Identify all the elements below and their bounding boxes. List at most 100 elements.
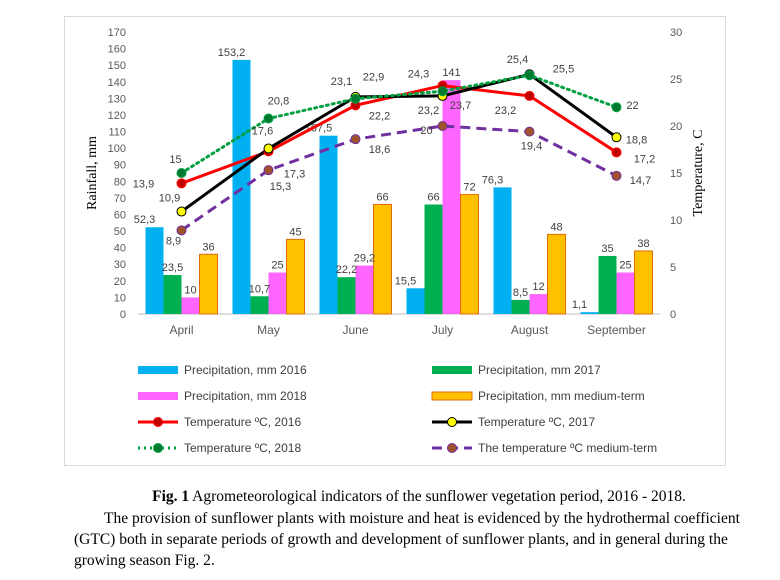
series-line <box>180 124 618 232</box>
bar-data-label: 22,2 <box>336 264 357 276</box>
legend-swatch <box>431 391 473 401</box>
figure-title: Fig. 1 Agrometeorological indicators of … <box>74 486 764 507</box>
y-tick-label: 60 <box>114 209 126 221</box>
bar-data-label: 25 <box>619 260 631 272</box>
bar-data-label: 45 <box>289 226 301 238</box>
y-tick-label: 140 <box>108 77 126 89</box>
bar-data-label: 52,3 <box>134 214 155 226</box>
bar <box>598 255 617 314</box>
series-point <box>524 126 535 137</box>
bar <box>337 277 356 314</box>
series-point <box>611 147 622 158</box>
line-data-label: 23,2 <box>418 105 439 117</box>
y-tick-label: 40 <box>114 243 126 255</box>
series-point <box>176 168 187 178</box>
line-data-label: 25,4 <box>507 54 528 66</box>
bar-data-label: 76,3 <box>482 174 503 186</box>
y-tick-label: 50 <box>114 226 126 238</box>
y-tick-label: 90 <box>114 160 126 172</box>
series-point <box>263 165 274 176</box>
y2-tick-label: 0 <box>670 309 676 321</box>
bar-data-label: 12 <box>532 281 544 293</box>
y-tick-label: 120 <box>108 110 126 122</box>
legend-label: Precipitation, mm 2018 <box>184 389 307 403</box>
figure-label: Fig. 1 <box>152 488 190 505</box>
x-tick-label: May <box>257 323 280 337</box>
bar <box>424 204 443 314</box>
bar-data-label: 25 <box>271 260 283 272</box>
x-tick-label: August <box>511 323 549 337</box>
line-data-label: 22,2 <box>369 110 390 122</box>
x-tick-label: September <box>587 323 646 337</box>
bar-data-label: 23,5 <box>162 262 183 274</box>
bar-data-label: 29,2 <box>354 253 375 265</box>
caption-paragraph: The provision of sunflower plants with m… <box>74 510 740 569</box>
y-tick-label: 10 <box>114 292 126 304</box>
legend-label: Precipitation, mm 2016 <box>184 363 307 377</box>
legend-marker <box>153 417 163 427</box>
line-data-label: 22 <box>626 100 638 112</box>
bar-data-label: 66 <box>427 192 439 204</box>
series-point <box>263 143 274 154</box>
x-tick-label: April <box>169 323 193 337</box>
y2-tick-label: 30 <box>670 27 682 39</box>
legend-label: Precipitation, mm 2017 <box>478 363 601 377</box>
y2-axis-title: Temperature, C <box>691 130 706 217</box>
bar <box>181 297 200 314</box>
series-point <box>611 170 622 181</box>
bar <box>529 294 548 314</box>
y-tick-label: 0 <box>120 309 126 321</box>
bar <box>145 227 164 314</box>
legend-label: Temperature ºC, 2018 <box>184 441 301 455</box>
line-data-label: 22,9 <box>363 72 384 84</box>
bar <box>547 233 566 315</box>
bar <box>493 187 512 314</box>
series-point <box>350 93 361 104</box>
bar <box>442 80 461 314</box>
line-data-label: 18,8 <box>626 134 647 146</box>
line-data-label: 18,6 <box>369 144 390 156</box>
bar-data-label: 38 <box>637 238 649 250</box>
line-data-label: 15 <box>169 154 181 166</box>
legend-swatch <box>138 392 178 400</box>
bar <box>250 296 269 314</box>
bar-data-label: 153,2 <box>218 47 246 59</box>
y-axis-title: Rainfall, mm <box>85 136 100 210</box>
bar-data-label: 141 <box>442 67 460 79</box>
line-data-label: 23,1 <box>331 76 352 88</box>
line-data-label: 20,8 <box>268 95 289 107</box>
chart: 0102030405060708090100110120130140150160… <box>85 27 706 455</box>
y-tick-label: 110 <box>108 127 126 139</box>
line-data-label: 25,5 <box>553 63 574 75</box>
legend-swatch <box>432 366 472 374</box>
bar-data-label: 8,5 <box>513 287 528 299</box>
bar <box>460 194 479 315</box>
bar-data-label: 36 <box>202 241 214 253</box>
line-data-label: 8,9 <box>166 235 181 247</box>
legend-marker <box>447 443 457 453</box>
line-data-label: 17,2 <box>634 153 655 165</box>
series-line <box>180 73 618 175</box>
y-tick-label: 20 <box>114 276 126 288</box>
legend-label: Precipitation, mm medium-term <box>478 389 645 403</box>
line-data-label: 17,6 <box>252 126 273 138</box>
series-point <box>176 225 187 236</box>
legend-label: Temperature ºC, 2016 <box>184 415 301 429</box>
series-point <box>437 86 448 97</box>
bar <box>406 288 425 314</box>
legend-label: The temperature ºC medium-term <box>478 441 657 455</box>
figure-title-text: Agrometeorological indicators of the sun… <box>189 488 686 505</box>
bar-data-label: 48 <box>550 221 562 233</box>
y-tick-label: 160 <box>108 44 126 56</box>
y-tick-label: 130 <box>108 93 126 105</box>
x-tick-label: July <box>432 323 453 337</box>
legend-swatch <box>138 366 178 374</box>
legend-label: Temperature ºC, 2017 <box>478 415 595 429</box>
bar-data-label: 10 <box>184 284 196 296</box>
bar-data-label: 10,7 <box>249 283 270 295</box>
legend-marker <box>447 417 457 427</box>
series-point <box>263 113 274 124</box>
bar <box>286 238 305 315</box>
y-tick-label: 30 <box>114 259 126 271</box>
y-tick-label: 100 <box>108 143 126 155</box>
